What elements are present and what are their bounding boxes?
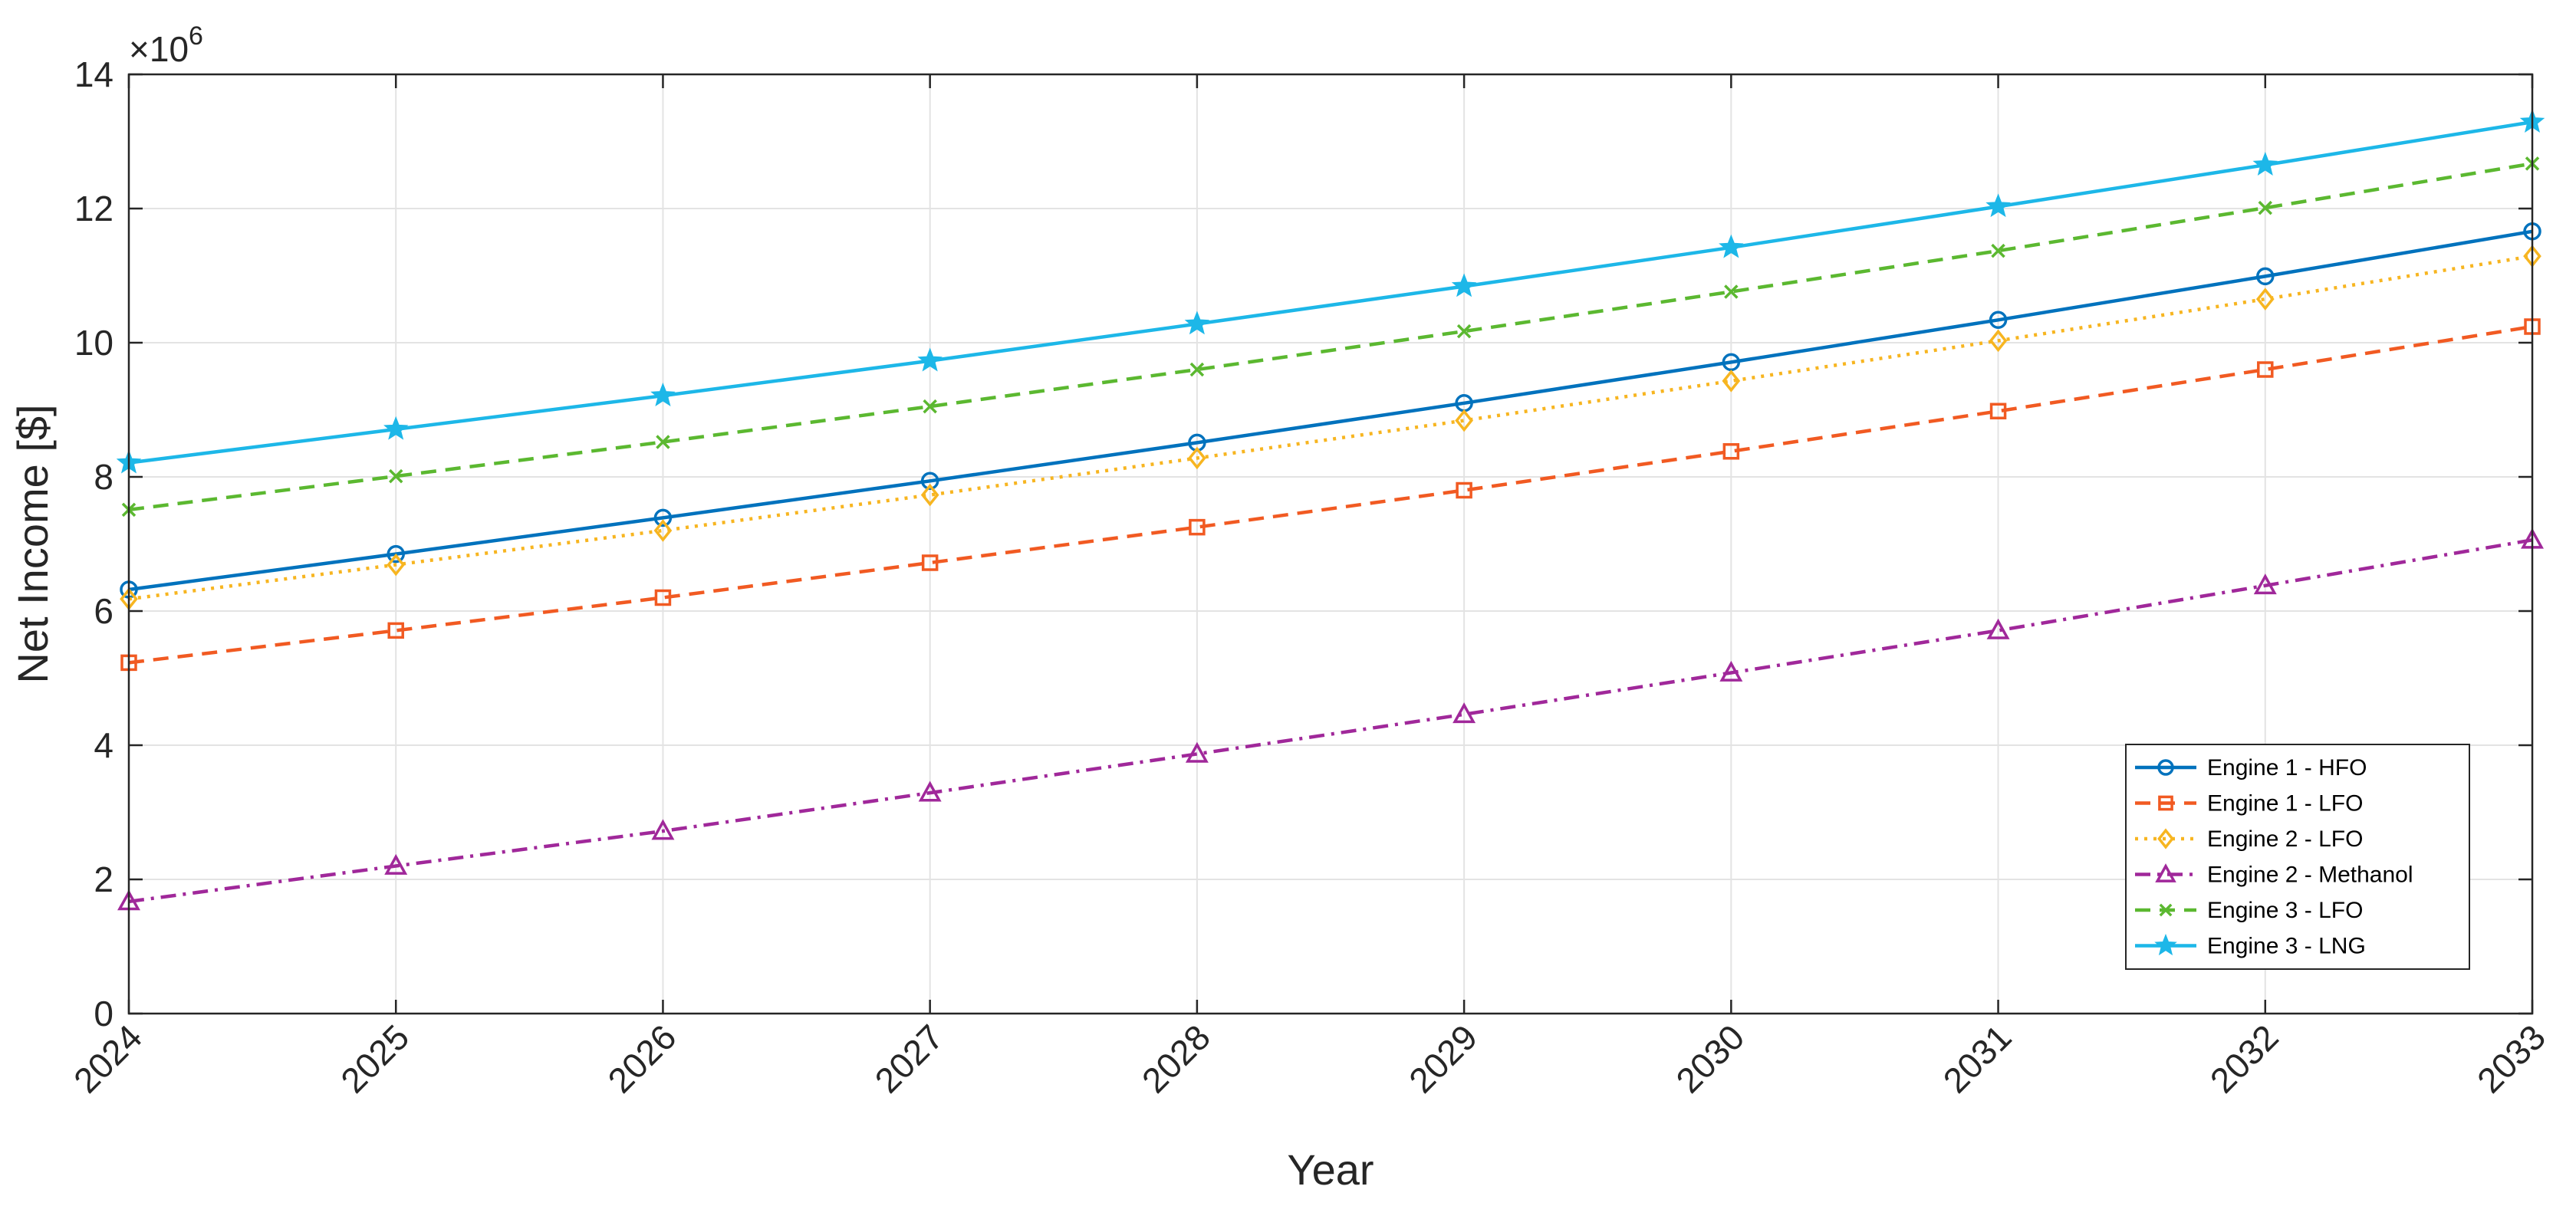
- marker-star: [1184, 311, 1210, 335]
- marker-square: [921, 554, 939, 571]
- marker-star: [917, 347, 943, 372]
- marker-square: [387, 622, 404, 639]
- marker-diamond: [653, 519, 673, 542]
- legend-label: Engine 1 - HFO: [2207, 755, 2367, 780]
- marker-square: [1722, 443, 1740, 460]
- y-tick-label: 10: [74, 323, 114, 363]
- legend-box: [2125, 744, 2470, 970]
- y-tick-label: 6: [94, 591, 114, 631]
- legend: Engine 1 - HFO Engine 1 - LFO Engine 2 - L…: [2125, 744, 2470, 970]
- marker-star: [2154, 933, 2177, 956]
- y-axis-label: Net Income [$]: [8, 404, 57, 683]
- marker-diamond: [1188, 446, 1206, 470]
- marker-square: [1989, 403, 2007, 419]
- series-line: [128, 324, 2533, 665]
- marker-star: [1451, 273, 1477, 297]
- exponent-base: ×10: [129, 29, 189, 69]
- series-line: [128, 229, 2533, 592]
- marker-square: [1456, 481, 1472, 499]
- marker-triangle: [651, 819, 675, 840]
- marker-diamond: [2157, 828, 2174, 849]
- series-line: [128, 162, 2533, 512]
- marker-circle: [387, 544, 405, 564]
- series-engine-3-lfo: [121, 156, 2540, 518]
- marker-x: [1724, 284, 1739, 299]
- marker-triangle: [384, 853, 408, 875]
- legend-label: Engine 2 - LFO: [2207, 826, 2363, 852]
- legend-entry: Engine 3 - LFO: [2135, 898, 2363, 923]
- marker-x: [656, 435, 670, 449]
- marker-diamond: [920, 483, 939, 507]
- marker-triangle: [1185, 741, 1209, 763]
- legend-label: Engine 3 - LNG: [2207, 934, 2366, 959]
- marker-diamond: [2255, 288, 2275, 311]
- marker-circle: [2256, 267, 2275, 286]
- marker-x: [2159, 903, 2173, 917]
- marker-x: [1456, 324, 1472, 339]
- exponent-power: 6: [189, 21, 203, 51]
- marker-triangle: [918, 780, 942, 802]
- marker-diamond: [1455, 409, 1473, 432]
- marker-diamond: [1722, 370, 1741, 393]
- marker-square: [2257, 361, 2274, 378]
- legend-entry: Engine 2 - LFO: [2135, 826, 2363, 852]
- marker-square: [2158, 795, 2173, 811]
- marker-star: [1985, 193, 2011, 218]
- series-engine-2-lfo: [120, 245, 2541, 611]
- y-tick-label: 14: [74, 54, 114, 94]
- marker-x: [1991, 243, 2005, 258]
- x-axis-label: Year: [1287, 1145, 1374, 1194]
- marker-x: [1189, 362, 1205, 377]
- marker-star: [650, 383, 676, 406]
- y-tick-label: 2: [94, 859, 114, 899]
- marker-star: [2252, 152, 2278, 176]
- legend-label: Engine 3 - LFO: [2207, 898, 2363, 923]
- legend-entry: Engine 2 - Methanol: [2135, 863, 2413, 888]
- marker-x: [923, 399, 937, 414]
- y-axis-exponent: ×106: [129, 21, 203, 69]
- marker-triangle: [2155, 863, 2176, 882]
- y-tick-label: 4: [94, 725, 114, 765]
- marker-triangle: [2253, 573, 2277, 595]
- legend-label: Engine 2 - Methanol: [2207, 863, 2413, 888]
- series-line: [128, 120, 2533, 465]
- legend-entry: Engine 3 - LNG: [2135, 934, 2366, 959]
- y-tick-label: 0: [94, 994, 114, 1033]
- legend-items: Engine 1 - HFO Engine 1 - LFO Engine 2 - L…: [2135, 755, 2413, 959]
- plot-area-frame: [127, 73, 2534, 1015]
- legend-entry: Engine 1 - LFO: [2135, 791, 2363, 817]
- marker-star: [1719, 234, 1744, 258]
- marker-x: [388, 468, 403, 484]
- marker-triangle: [1719, 660, 1743, 682]
- marker-triangle: [1452, 702, 1476, 724]
- marker-circle: [2157, 759, 2174, 776]
- marker-diamond: [1989, 329, 2008, 353]
- marker-triangle: [1986, 618, 2010, 639]
- marker-star: [383, 416, 409, 440]
- y-tick-label: 12: [74, 189, 114, 228]
- y-tick-label: 8: [94, 457, 114, 497]
- marker-circle: [653, 508, 673, 527]
- marker-square: [1189, 518, 1206, 536]
- legend-entry: Engine 1 - HFO: [2135, 755, 2367, 780]
- legend-label: Engine 1 - LFO: [2207, 791, 2363, 817]
- marker-circle: [920, 472, 939, 490]
- marker-x: [2258, 200, 2273, 215]
- marker-diamond: [387, 553, 406, 577]
- marker-square: [654, 589, 672, 606]
- marker-circle: [1989, 311, 2008, 329]
